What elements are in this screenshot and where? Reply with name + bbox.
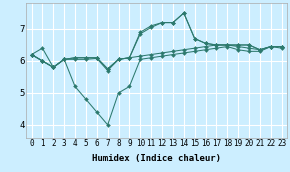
X-axis label: Humidex (Indice chaleur): Humidex (Indice chaleur) — [92, 154, 221, 163]
